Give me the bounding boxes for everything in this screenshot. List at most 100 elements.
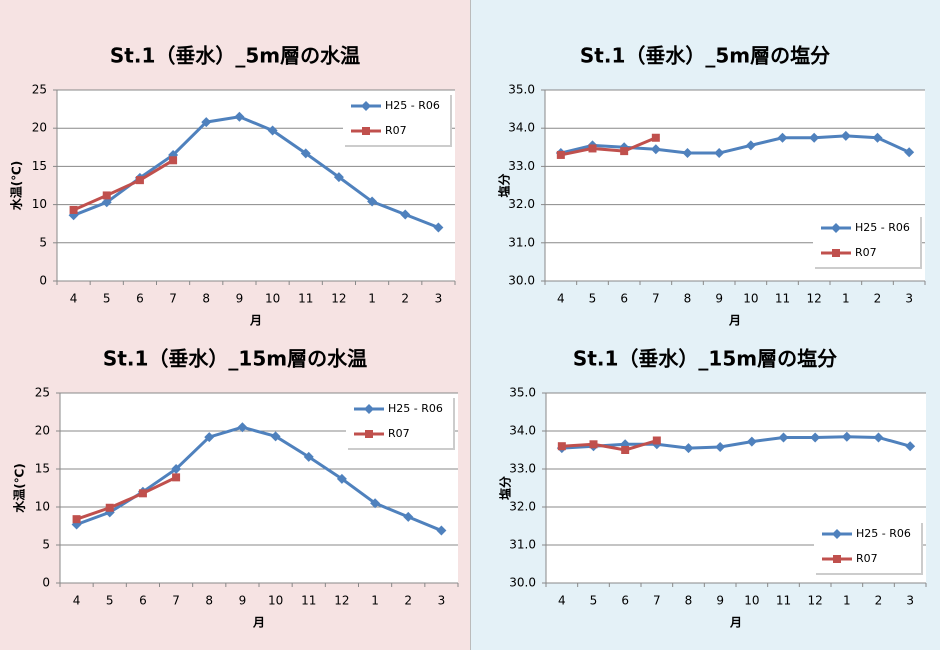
data-point: [69, 205, 78, 214]
x-tick-label: 11: [301, 594, 316, 608]
x-tick-label: 12: [334, 594, 349, 608]
data-point: [714, 148, 725, 159]
x-tick-label: 11: [775, 292, 790, 306]
data-point: [270, 431, 281, 442]
y-tick-label: 33.0: [508, 159, 535, 173]
y-axis-label: 水温(℃): [9, 161, 24, 211]
data-point: [809, 132, 820, 143]
x-tick-label: 5: [590, 594, 598, 608]
x-tick-label: 4: [70, 292, 78, 306]
legend-marker: [364, 404, 374, 414]
x-tick-label: 2: [404, 594, 412, 608]
legend-label: R07: [388, 427, 410, 440]
y-tick-label: 35.0: [508, 83, 535, 97]
x-tick-label: 1: [843, 594, 851, 608]
y-tick-label: 30.0: [508, 274, 535, 288]
legend-label: H25 - R06: [856, 527, 911, 540]
x-tick-label: 5: [103, 292, 111, 306]
x-tick-label: 5: [106, 594, 114, 608]
legend-label: H25 - R06: [388, 402, 443, 415]
y-tick-label: 31.0: [509, 538, 536, 552]
chart-title: St.1（垂水）_5m層の塩分: [580, 44, 830, 68]
x-tick-label: 1: [368, 292, 376, 306]
y-tick-label: 15: [32, 159, 47, 173]
data-point: [904, 147, 915, 158]
series-line: [560, 134, 910, 155]
legend-box: [343, 93, 450, 145]
y-axis-label: 塩分: [497, 173, 512, 197]
chart-title: St.1（垂水）_15m層の塩分: [573, 347, 837, 371]
y-tick-label: 5: [39, 235, 47, 249]
series-line: [560, 136, 657, 157]
data-point: [841, 431, 852, 442]
x-tick-label: 7: [169, 292, 177, 306]
data-point: [234, 111, 245, 122]
y-tick-label: 33.0: [509, 462, 536, 476]
data-point: [300, 148, 311, 159]
y-tick-label: 30.0: [509, 576, 536, 590]
x-tick-label: 7: [652, 292, 660, 306]
y-tick-label: 32.0: [508, 197, 535, 211]
data-point: [557, 442, 566, 451]
data-point: [651, 133, 660, 142]
x-tick-label: 6: [621, 594, 629, 608]
chart-title: St.1（垂水）_15m層の水温: [103, 347, 367, 371]
data-point: [589, 440, 598, 449]
data-point: [620, 147, 629, 156]
series-line: [72, 159, 174, 212]
x-tick-label: 8: [685, 594, 693, 608]
data-point: [138, 489, 147, 498]
data-point: [621, 446, 630, 454]
x-tick-label: 3: [438, 594, 446, 608]
data-point: [303, 451, 314, 462]
legend-marker: [362, 127, 370, 135]
y-tick-label: 25: [32, 83, 47, 97]
y-tick-label: 0: [42, 576, 50, 590]
data-point: [172, 473, 181, 482]
data-point: [905, 441, 916, 452]
legend-box: [814, 521, 921, 573]
data-point: [872, 132, 883, 143]
x-axis-label: 月: [729, 616, 742, 630]
x-tick-label: 5: [589, 292, 597, 306]
data-point: [400, 209, 411, 220]
data-point: [367, 196, 378, 207]
y-tick-label: 5: [42, 538, 50, 552]
legend-box: [346, 396, 453, 448]
y-tick-label: 20: [35, 424, 50, 438]
data-point: [135, 176, 144, 185]
x-tick-label: 11: [298, 292, 313, 306]
x-tick-label: 10: [265, 292, 280, 306]
x-tick-label: 4: [73, 594, 81, 608]
legend-marker: [365, 430, 373, 438]
x-tick-label: 3: [906, 594, 914, 608]
x-tick-label: 8: [684, 292, 692, 306]
x-tick-label: 12: [807, 292, 822, 306]
x-tick-label: 9: [716, 594, 724, 608]
x-tick-label: 6: [136, 292, 144, 306]
data-point: [777, 132, 788, 143]
data-point: [336, 473, 347, 484]
data-point: [102, 191, 111, 200]
x-tick-label: 10: [744, 594, 759, 608]
x-tick-label: 4: [557, 292, 565, 306]
x-tick-label: 2: [401, 292, 409, 306]
data-point: [105, 503, 114, 512]
x-tick-label: 6: [620, 292, 628, 306]
data-point: [652, 436, 661, 445]
x-axis-label: 月: [728, 314, 741, 328]
y-tick-label: 25: [35, 386, 50, 400]
series-line: [561, 439, 658, 452]
x-axis-label: 月: [249, 314, 262, 328]
data-point: [237, 422, 248, 433]
legend-marker: [361, 101, 371, 111]
legend-marker: [832, 529, 842, 539]
data-point: [101, 197, 112, 208]
legend-label: R07: [385, 124, 407, 137]
data-point: [810, 432, 821, 443]
x-tick-label: 10: [743, 292, 758, 306]
y-tick-label: 0: [39, 274, 47, 288]
y-tick-label: 35.0: [509, 386, 536, 400]
y-tick-label: 32.0: [509, 500, 536, 514]
legend-marker: [833, 555, 841, 563]
